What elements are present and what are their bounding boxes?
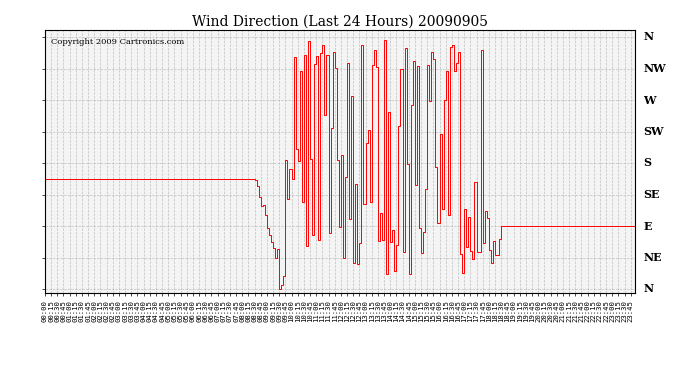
Text: E: E: [643, 220, 651, 231]
Text: NW: NW: [643, 63, 666, 74]
Text: N: N: [643, 32, 653, 42]
Text: SW: SW: [643, 126, 664, 137]
Text: Copyright 2009 Cartronics.com: Copyright 2009 Cartronics.com: [51, 38, 184, 46]
Text: N: N: [643, 284, 653, 294]
Title: Wind Direction (Last 24 Hours) 20090905: Wind Direction (Last 24 Hours) 20090905: [192, 15, 488, 29]
Text: SE: SE: [643, 189, 660, 200]
Text: NE: NE: [643, 252, 662, 263]
Text: S: S: [643, 158, 651, 168]
Text: W: W: [643, 94, 656, 105]
